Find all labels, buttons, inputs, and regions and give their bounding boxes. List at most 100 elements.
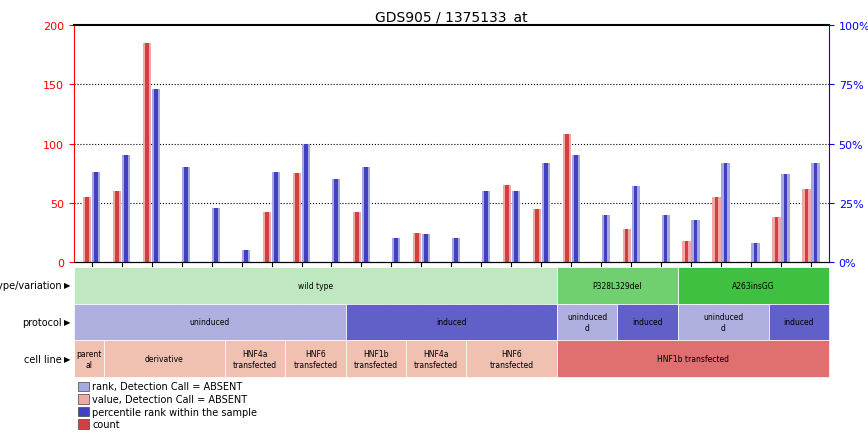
Bar: [535, 209, 538, 263]
Bar: [604, 215, 608, 263]
Text: induced: induced: [784, 318, 814, 327]
Text: count: count: [92, 419, 120, 429]
Bar: [694, 220, 697, 263]
Bar: [505, 186, 509, 263]
Text: HNF1b
transfected: HNF1b transfected: [354, 349, 398, 369]
Bar: [302, 144, 310, 263]
Bar: [95, 173, 98, 263]
Text: cell line: cell line: [24, 354, 62, 364]
Text: parent
al: parent al: [76, 349, 102, 369]
Bar: [365, 168, 368, 263]
Text: derivative: derivative: [145, 355, 184, 364]
Bar: [784, 175, 787, 263]
Bar: [184, 168, 188, 263]
Bar: [625, 230, 628, 263]
Bar: [85, 197, 89, 263]
Bar: [753, 243, 757, 263]
Bar: [413, 233, 421, 263]
Bar: [155, 90, 158, 263]
Bar: [182, 168, 190, 263]
Text: induced: induced: [633, 318, 663, 327]
Bar: [775, 217, 779, 263]
Bar: [572, 156, 580, 263]
Bar: [514, 192, 517, 263]
Bar: [511, 192, 520, 263]
Bar: [92, 173, 101, 263]
Text: HNF6
transfected: HNF6 transfected: [293, 349, 338, 369]
Bar: [394, 239, 398, 263]
Title: GDS905 / 1375133_at: GDS905 / 1375133_at: [375, 11, 528, 25]
Text: percentile rank within the sample: percentile rank within the sample: [92, 407, 257, 417]
Text: rank, Detection Call = ABSENT: rank, Detection Call = ABSENT: [92, 381, 242, 391]
Bar: [122, 156, 130, 263]
Bar: [484, 192, 488, 263]
Bar: [682, 241, 691, 263]
Bar: [714, 197, 719, 263]
Bar: [124, 156, 128, 263]
Bar: [83, 197, 91, 263]
Bar: [773, 217, 780, 263]
Bar: [334, 180, 338, 263]
Text: uninduced
d: uninduced d: [567, 312, 608, 332]
Text: uninduced: uninduced: [189, 318, 230, 327]
Bar: [415, 233, 418, 263]
Bar: [713, 197, 720, 263]
Bar: [295, 174, 299, 263]
Bar: [724, 163, 727, 263]
Bar: [721, 163, 730, 263]
Bar: [355, 213, 358, 263]
Bar: [752, 243, 760, 263]
Bar: [451, 239, 460, 263]
Bar: [812, 163, 819, 263]
Bar: [503, 186, 511, 263]
Bar: [152, 90, 161, 263]
Bar: [781, 175, 790, 263]
Bar: [685, 241, 688, 263]
Bar: [272, 173, 280, 263]
Bar: [562, 135, 571, 263]
Text: induced: induced: [436, 318, 467, 327]
Bar: [542, 163, 549, 263]
Bar: [632, 187, 640, 263]
Bar: [362, 168, 370, 263]
Bar: [661, 215, 670, 263]
Bar: [293, 174, 301, 263]
Text: genotype/variation: genotype/variation: [0, 280, 62, 290]
Bar: [274, 173, 278, 263]
Bar: [622, 230, 631, 263]
Bar: [113, 192, 122, 263]
Bar: [304, 144, 308, 263]
Bar: [422, 234, 430, 263]
Bar: [244, 251, 248, 263]
Bar: [805, 189, 808, 263]
Bar: [602, 215, 610, 263]
Bar: [115, 192, 119, 263]
Bar: [482, 192, 490, 263]
Text: value, Detection Call = ABSENT: value, Detection Call = ABSENT: [92, 394, 247, 404]
Text: HNF1b transfected: HNF1b transfected: [657, 355, 729, 364]
Bar: [565, 135, 569, 263]
Text: ▶: ▶: [64, 355, 70, 364]
Bar: [391, 239, 400, 263]
Text: A263insGG: A263insGG: [732, 281, 775, 290]
Bar: [533, 209, 541, 263]
Bar: [146, 44, 149, 263]
Bar: [263, 213, 271, 263]
Bar: [692, 220, 700, 263]
Bar: [802, 189, 811, 263]
Bar: [242, 251, 250, 263]
Text: P328L329del: P328L329del: [593, 281, 642, 290]
Text: ▶: ▶: [64, 281, 70, 290]
Bar: [266, 213, 269, 263]
Text: protocol: protocol: [22, 317, 62, 327]
Bar: [454, 239, 457, 263]
Bar: [424, 234, 428, 263]
Text: ▶: ▶: [64, 318, 70, 327]
Text: uninduced
d: uninduced d: [703, 312, 743, 332]
Bar: [574, 156, 577, 263]
Bar: [214, 208, 218, 263]
Bar: [332, 180, 340, 263]
Text: wild type: wild type: [298, 281, 333, 290]
Bar: [813, 163, 818, 263]
Bar: [634, 187, 637, 263]
